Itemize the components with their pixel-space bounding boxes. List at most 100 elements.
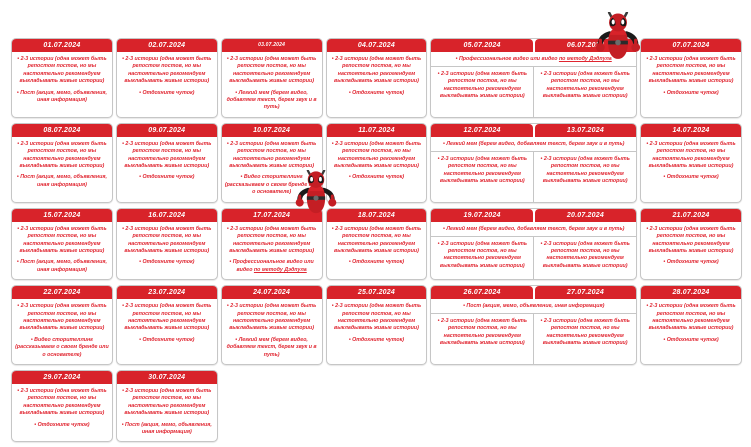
day-card[interactable]: 15.07.2024 2-3 истории (одна может быть р… bbox=[11, 207, 113, 281]
shared-bullet-area: Пост (акция, мемо, объявление, иная инфо… bbox=[431, 299, 637, 314]
date-header: 10.07.2024 bbox=[221, 123, 322, 137]
shared-bullet-area: Профессиональное видео или видео по мето… bbox=[431, 52, 637, 67]
day-card-body: 2-3 истории (одна может быть репостом по… bbox=[117, 137, 217, 202]
bullet-item: Легкий мем (берем видео, добавляем текст… bbox=[225, 90, 319, 112]
calendar-row: 29.07.2024 2-3 истории (одна может быть р… bbox=[11, 369, 742, 443]
bullet-item: 2-3 истории (одна может быть репостом по… bbox=[537, 241, 633, 271]
date-header: 01.07.2024 bbox=[12, 39, 112, 52]
underlined-text: по методу Дэдпула bbox=[253, 266, 307, 273]
day-card[interactable]: 21.07.2024 2-3 истории (одна может быть р… bbox=[640, 207, 742, 281]
bullet-item: 2-3 истории (одна может быть репостом по… bbox=[434, 156, 530, 186]
date-header: 28.07.2024 bbox=[641, 286, 741, 300]
bullet-item: 2-3 истории (одна может быть репостом по… bbox=[15, 388, 109, 418]
deadpool-thumbs-up-icon bbox=[595, 11, 641, 59]
day-card[interactable]: 08.07.2024 2-3 истории (одна может быть р… bbox=[11, 122, 113, 203]
bullet-item: 2-3 истории (одна может быть репостом по… bbox=[120, 56, 214, 86]
bullet-item: 2-3 истории (одна может быть репостом по… bbox=[120, 141, 214, 171]
bullet-item: Отдохните чуток) bbox=[644, 174, 738, 181]
bullet-item: Пост (акция, мемо, объявления, иная инфо… bbox=[120, 422, 214, 437]
bullet-item: Легкий мем (берем видео, добавляем текст… bbox=[435, 226, 632, 233]
day-sub-area: 2-3 истории (одна может быть репостом по… bbox=[431, 67, 533, 117]
date-header: 15.07.2024 bbox=[12, 208, 112, 222]
bullet-item: Видео сторителлинг (рассказываем о своем… bbox=[15, 337, 109, 359]
day-card[interactable]: 23.07.2024 2-3 истории (одна может быть р… bbox=[115, 285, 218, 365]
day-card[interactable]: 11.07.2024 2-3 истории (одна может быть р… bbox=[325, 122, 428, 203]
day-card[interactable]: 04.07.2024 2-3 истории (одна может быть р… bbox=[325, 38, 428, 118]
bullet-item: Профессиональное видео или видео по мето… bbox=[435, 56, 632, 63]
bullet-item: 2-3 истории (одна может быть репостом по… bbox=[330, 141, 424, 171]
day-card-body: 2-3 истории (одна может быть репостом по… bbox=[641, 52, 741, 117]
day-card-body: 2-3 истории (одна может быть репостом по… bbox=[117, 299, 217, 364]
merged-sub-areas: 2-3 истории (одна может быть репостом по… bbox=[431, 236, 636, 280]
date-header: 29.07.2024 bbox=[12, 370, 112, 384]
day-card[interactable]: 14.07.2024 2-3 истории (одна может быть р… bbox=[640, 122, 742, 203]
bullet-item: Видео сторителлинг (рассказываем о своем… bbox=[225, 174, 319, 196]
bullet-item: Пост (акция, мемо, объявление, иная инфо… bbox=[435, 303, 632, 310]
bullet-item: 2-3 истории (одна может быть репостом по… bbox=[537, 156, 633, 186]
date-header: 13.07.2024 bbox=[534, 123, 637, 137]
bullet-item: Легкий мем (берем видео, добавляем текст… bbox=[225, 337, 319, 359]
bullet-item: 2-3 истории (одна может быть репостом по… bbox=[434, 241, 530, 271]
bullet-item: Отдохните чуток) bbox=[120, 337, 214, 344]
bullet-item: 2-3 истории (одна может быть репостом по… bbox=[225, 303, 319, 333]
bullet-item: Пост (акция, мемо, объявления, иная инфо… bbox=[15, 174, 109, 189]
day-card[interactable]: 07.07.2024 2-3 истории (одна может быть р… bbox=[640, 38, 742, 118]
day-card[interactable]: 17.07.2024 2-3 истории (одна может быть р… bbox=[220, 207, 323, 281]
day-card[interactable]: 16.07.2024 2-3 истории (одна может быть р… bbox=[115, 207, 218, 281]
bullet-item: Отдохните чуток) bbox=[644, 90, 738, 97]
day-sub-area: 2-3 истории (одна может быть репостом по… bbox=[431, 314, 533, 364]
date-header: 09.07.2024 bbox=[116, 123, 217, 137]
day-card[interactable]: 30.07.2024 2-3 истории (одна может быть р… bbox=[115, 369, 218, 443]
bullet-item: 2-3 истории (одна может быть репостом по… bbox=[644, 226, 738, 256]
bullet-item: 2-3 истории (одна может быть репостом по… bbox=[644, 303, 738, 333]
date-header: 07.07.2024 bbox=[641, 39, 741, 52]
day-card-body: 2-3 истории (одна может быть репостом по… bbox=[222, 299, 322, 364]
date-header: 02.07.2024 bbox=[116, 39, 217, 52]
day-sub-area: 2-3 истории (одна может быть репостом по… bbox=[431, 237, 533, 280]
day-card[interactable]: 01.07.2024 2-3 истории (одна может быть р… bbox=[11, 38, 113, 118]
bullet-item: Отдохните чуток) bbox=[330, 90, 424, 97]
day-card[interactable]: 03.07.2024 2-3 истории (одна может быть р… bbox=[220, 38, 323, 118]
deadpool-sticker[interactable] bbox=[592, 11, 644, 62]
day-card[interactable]: 28.07.2024 2-3 истории (одна может быть р… bbox=[640, 285, 742, 365]
calendar-row: 08.07.2024 2-3 истории (одна может быть р… bbox=[11, 122, 742, 203]
day-card-body: 2-3 истории (одна может быть репостом по… bbox=[327, 52, 427, 117]
day-sub-area: 2-3 истории (одна может быть репостом по… bbox=[533, 314, 636, 364]
calendar-row: 22.07.2024 2-3 истории (одна может быть р… bbox=[11, 285, 742, 365]
day-card[interactable]: 22.07.2024 2-3 истории (одна может быть р… bbox=[11, 285, 113, 365]
day-card[interactable]: 24.07.2024 2-3 истории (одна может быть р… bbox=[220, 285, 323, 365]
bullet-item: Отдохните чуток) bbox=[120, 174, 214, 181]
calendar-row: 15.07.2024 2-3 истории (одна может быть р… bbox=[11, 207, 742, 281]
day-card-body: 2-3 истории (одна может быть репостом по… bbox=[12, 52, 112, 117]
bullet-item: 2-3 истории (одна может быть репостом по… bbox=[225, 141, 319, 171]
merged-date-headers: 26.07.2024 27.07.2024 bbox=[431, 286, 637, 300]
day-card-body: 2-3 истории (одна может быть репостом по… bbox=[12, 222, 112, 279]
date-header: 22.07.2024 bbox=[12, 286, 112, 300]
day-card-body: 2-3 истории (одна может быть репостом по… bbox=[12, 384, 112, 441]
date-header: 04.07.2024 bbox=[326, 39, 427, 52]
merged-sub-areas: 2-3 истории (одна может быть репостом по… bbox=[431, 66, 636, 117]
date-header: 12.07.2024 bbox=[431, 123, 533, 137]
bullet-item: Отдохните чуток) bbox=[120, 259, 214, 266]
bullet-item: 2-3 истории (одна может быть репостом по… bbox=[15, 226, 109, 256]
day-card[interactable]: 29.07.2024 2-3 истории (одна может быть р… bbox=[11, 369, 113, 443]
bullet-item: Отдохните чуток) bbox=[120, 90, 214, 97]
day-card[interactable]: 18.07.2024 2-3 истории (одна может быть р… bbox=[325, 207, 428, 281]
bullet-item: 2-3 истории (одна может быть репостом по… bbox=[644, 141, 738, 171]
bullet-item: Профессиональное видео или видео по мето… bbox=[225, 259, 319, 274]
date-header: 19.07.2024 bbox=[431, 208, 533, 222]
day-card-body: 2-3 истории (одна может быть репостом по… bbox=[327, 222, 427, 279]
day-card[interactable]: 02.07.2024 2-3 истории (одна может быть р… bbox=[115, 38, 218, 118]
date-header: 25.07.2024 bbox=[326, 286, 427, 300]
day-card[interactable]: 09.07.2024 2-3 истории (одна может быть р… bbox=[115, 122, 218, 203]
bullet-item: 2-3 истории (одна может быть репостом по… bbox=[225, 56, 319, 86]
bullet-item: 2-3 истории (одна может быть репостом по… bbox=[434, 71, 530, 101]
bullet-item: 2-3 истории (одна может быть репостом по… bbox=[15, 303, 109, 333]
day-card-body: 2-3 истории (одна может быть репостом по… bbox=[327, 299, 427, 364]
bullet-item: Отдохните чуток) bbox=[15, 422, 109, 429]
day-card[interactable]: 25.07.2024 2-3 истории (одна может быть р… bbox=[325, 285, 428, 365]
deadpool-sticker[interactable] bbox=[292, 169, 340, 216]
